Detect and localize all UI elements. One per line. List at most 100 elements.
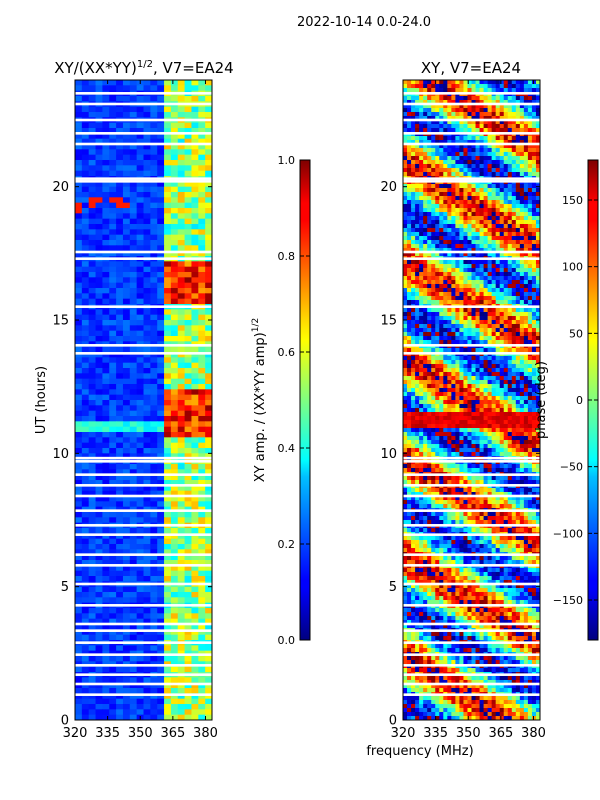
missing-data-row (75, 92, 212, 95)
phase-heatmap-cell (515, 364, 521, 369)
phase-heatmap-cell (463, 148, 468, 153)
phase-heatmap-cell (419, 316, 424, 321)
amp-heatmap-cell (88, 405, 97, 412)
amp-heatmap-cell (81, 677, 90, 684)
phase-heatmap-cell (427, 328, 432, 333)
phase-heatmap-cell (531, 244, 537, 249)
phase-heatmap-cell (419, 292, 424, 297)
phase-heatmap-cell (403, 228, 408, 233)
amp-heatmap-cell (129, 698, 138, 705)
amp-heatmap-cell (136, 149, 144, 156)
phase-heatmap-cell (463, 272, 468, 277)
phase-heatmap-cell (479, 244, 485, 249)
phase-heatmap-cell (423, 112, 428, 117)
amp-heatmap-cell (184, 234, 192, 241)
phase-heatmap-cell (431, 244, 436, 249)
amp-heatmap-cell (150, 138, 158, 145)
phase-heatmap-cell (463, 316, 468, 321)
amp-heatmap-cell (116, 389, 124, 396)
phase-heatmap-cell (499, 100, 505, 105)
phase-heatmap-cell (499, 284, 505, 289)
phase-heatmap-cell (415, 220, 420, 225)
phase-heatmap-cell (535, 360, 541, 365)
amp-heatmap-cell (88, 80, 97, 86)
colorbar-tick-label: 0.2 (278, 538, 296, 551)
phase-heatmap-cell (439, 216, 444, 221)
phase-heatmap-cell (443, 288, 448, 293)
phase-heatmap-cell (459, 160, 464, 165)
amp-heatmap-cell (75, 448, 83, 454)
amp-heatmap-cell (143, 394, 151, 401)
amp-heatmap-cell (136, 122, 144, 129)
phase-heatmap-cell (527, 80, 533, 85)
amp-heatmap-cell (102, 138, 110, 145)
phase-heatmap-cell (527, 364, 533, 369)
amp-heatmap-cell (170, 122, 179, 129)
amp-heatmap-cell (122, 677, 131, 684)
phase-heatmap-cell (467, 348, 472, 353)
phase-heatmap-cell (527, 356, 533, 361)
phase-heatmap-cell (415, 236, 420, 241)
amp-heatmap-cell (122, 634, 131, 641)
phase-heatmap-cell (455, 324, 460, 329)
phase-heatmap-cell (455, 104, 460, 109)
phase-heatmap-cell (411, 316, 416, 321)
phase-heatmap-cell (455, 320, 460, 325)
phase-heatmap-cell (479, 220, 485, 225)
phase-heatmap-cell (503, 368, 509, 373)
phase-heatmap-cell (475, 312, 481, 317)
phase-heatmap-cell (495, 312, 501, 317)
amp-heatmap-cell (205, 314, 213, 321)
phase-heatmap-cell (423, 360, 428, 365)
amp-heatmap-cell (143, 378, 151, 385)
phase-heatmap-cell (447, 292, 452, 297)
amp-heatmap-cell (157, 677, 165, 684)
amp-heatmap-cell (102, 528, 110, 534)
phase-heatmap-cell (479, 100, 485, 105)
amp-heatmap-cell (205, 549, 213, 556)
amp-heatmap-cell (170, 533, 179, 540)
amp-heatmap-cell (205, 624, 213, 630)
phase-heatmap-cell (415, 372, 420, 377)
phase-heatmap-cell (451, 184, 456, 189)
phase-heatmap-cell (419, 200, 424, 205)
phase-heatmap-cell (423, 108, 428, 113)
phase-heatmap-cell (491, 160, 497, 165)
phase-heatmap-cell (439, 112, 444, 117)
phase-heatmap-cell (519, 220, 525, 225)
phase-heatmap-cell (407, 84, 412, 89)
phase-heatmap-cell (487, 156, 493, 161)
phase-heatmap-cell (467, 272, 472, 277)
phase-heatmap-cell (515, 96, 521, 101)
amp-heatmap-cell (109, 320, 117, 326)
amp-heatmap-cell (150, 693, 158, 700)
amp-heatmap-cell (150, 698, 158, 705)
amp-heatmap-cell (170, 645, 179, 652)
phase-heatmap-cell (511, 136, 517, 141)
phase-heatmap-cell (427, 184, 432, 189)
phase-heatmap-cell (487, 224, 493, 229)
phase-heatmap-cell (415, 172, 420, 177)
phase-heatmap-cell (471, 152, 477, 157)
phase-heatmap-cell (523, 296, 529, 301)
amp-heatmap-cell (164, 245, 172, 252)
amp-heatmap-cell (177, 128, 186, 134)
phase-heatmap-cell (467, 264, 472, 269)
phase-heatmap-cell (475, 300, 481, 305)
phase-heatmap-cell (447, 224, 452, 229)
phase-heatmap-cell (411, 112, 416, 117)
amp-heatmap-cell (170, 202, 179, 209)
amp-heatmap-cell (191, 336, 199, 342)
phase-heatmap-cell (403, 360, 408, 365)
amp-heatmap-cell (129, 538, 138, 545)
amp-heatmap-cell (191, 266, 199, 273)
amp-heatmap-cell (205, 480, 213, 486)
y-tick-label: 15 (52, 314, 69, 329)
amp-heatmap-cell (177, 384, 186, 390)
amp-heatmap-cell (170, 144, 179, 150)
amp-heatmap-cell (122, 266, 131, 273)
phase-heatmap-cell (451, 372, 456, 377)
phase-heatmap-cell (423, 328, 428, 333)
phase-heatmap-cell (455, 332, 460, 337)
phase-heatmap-cell (503, 300, 509, 305)
